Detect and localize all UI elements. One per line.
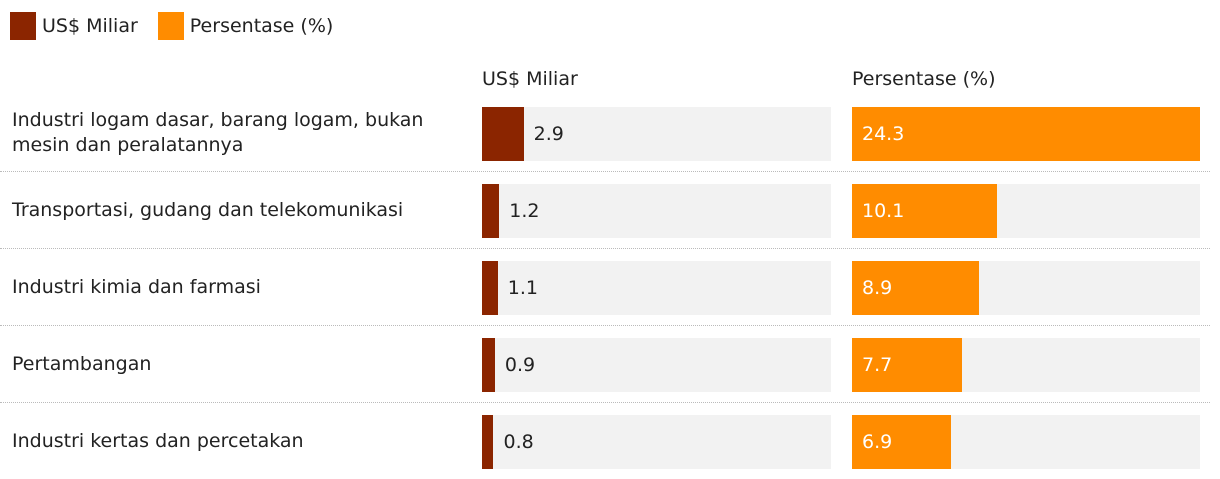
bar-track: 6.9 [852, 415, 1200, 469]
legend: US$ Miliar Persentase (%) [10, 12, 353, 40]
bar [482, 338, 495, 392]
bar-track: 2.9 [482, 107, 831, 161]
row: Transportasi, gudang dan telekomunikasi 1… [0, 172, 1210, 249]
value-label: 8.9 [862, 277, 893, 299]
legend-item: US$ Miliar [10, 12, 150, 40]
value-label: 1.2 [509, 200, 540, 222]
row: Pertambangan 0.9 7.7 [0, 326, 1210, 403]
row-label: Transportasi, gudang dan telekomunikasi [12, 198, 404, 221]
row-label: Industri kimia dan farmasi [12, 275, 261, 298]
bar-track: 1.2 [482, 184, 831, 238]
bar [482, 415, 494, 469]
bar [482, 107, 524, 161]
row: Industri logam dasar, barang logam, buka… [0, 95, 1210, 172]
bar [852, 261, 980, 315]
bar-track: 10.1 [852, 184, 1200, 238]
bar [852, 107, 1200, 161]
bar-track: 24.3 [852, 107, 1200, 161]
value-label: 1.1 [507, 277, 539, 299]
legend-label: Persentase (%) [189, 15, 334, 37]
bar-track: 1.1 [482, 261, 831, 315]
column-header: US$ Miliar [482, 68, 578, 90]
bar [852, 338, 963, 392]
value-label: 7.7 [862, 354, 893, 376]
value-label: 2.9 [533, 123, 564, 145]
bar [852, 184, 997, 238]
row-label: Industri kertas dan percetakan [12, 429, 304, 452]
legend-label: US$ Miliar [42, 15, 138, 37]
row: Industri kertas dan percetakan 0.8 6.9 [0, 403, 1210, 479]
row-label: Pertambangan [12, 352, 152, 375]
row-label: Industri logam dasar, barang logam, buka… [12, 109, 424, 156]
chart-rows: Industri logam dasar, barang logam, buka… [0, 95, 1210, 479]
value-label: 24.3 [862, 123, 905, 145]
value-label: 0.8 [503, 431, 534, 453]
value-label: 10.1 [862, 200, 905, 222]
bar [482, 184, 500, 238]
bar-track: 8.9 [852, 261, 1200, 315]
bar [852, 415, 951, 469]
column-header-row: US$ Miliar Persentase (%) [0, 68, 1220, 96]
value-label: 0.9 [504, 354, 536, 376]
legend-swatch [157, 12, 184, 40]
bar-track: 7.7 [852, 338, 1200, 392]
column-header: Persentase (%) [852, 68, 996, 90]
row: Industri kimia dan farmasi 1.1 8.9 [0, 249, 1210, 326]
bar-track: 0.9 [482, 338, 831, 392]
legend-item: Persentase (%) [157, 12, 346, 40]
bar [482, 261, 498, 315]
legend-swatch [10, 12, 36, 40]
bar-track: 0.8 [482, 415, 831, 469]
value-label: 6.9 [862, 431, 893, 453]
